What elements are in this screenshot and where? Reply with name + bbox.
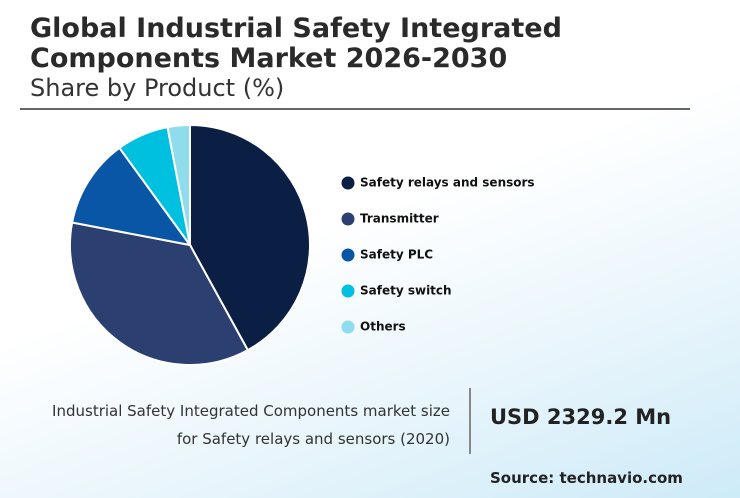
chart-subtitle: Share by Product (%) <box>30 74 285 102</box>
legend-label: Safety switch <box>360 284 452 298</box>
source: Source: technavio.com <box>490 469 683 487</box>
annotation-value: USD 2329.2 Mn <box>490 405 672 429</box>
annotation-description: Industrial Safety Integrated Components … <box>52 402 450 448</box>
divider <box>469 388 471 454</box>
legend-marker <box>341 212 355 226</box>
divider <box>20 108 690 110</box>
pie-slice <box>189 123 311 352</box>
legend-marker <box>341 320 355 334</box>
pie-slice <box>69 221 250 366</box>
legend-label: Safety relays and sensors <box>360 176 535 190</box>
legend-marker <box>341 284 355 298</box>
chart-title: Global Industrial Safety Integrated Comp… <box>30 13 562 74</box>
legend-label: Transmitter <box>360 212 439 226</box>
legend-marker <box>341 248 355 262</box>
legend-label: Safety PLC <box>360 248 433 262</box>
legend-label: Others <box>360 320 406 334</box>
pie-slice <box>70 146 193 247</box>
pie-slice <box>166 123 191 246</box>
legend-marker <box>341 176 355 190</box>
